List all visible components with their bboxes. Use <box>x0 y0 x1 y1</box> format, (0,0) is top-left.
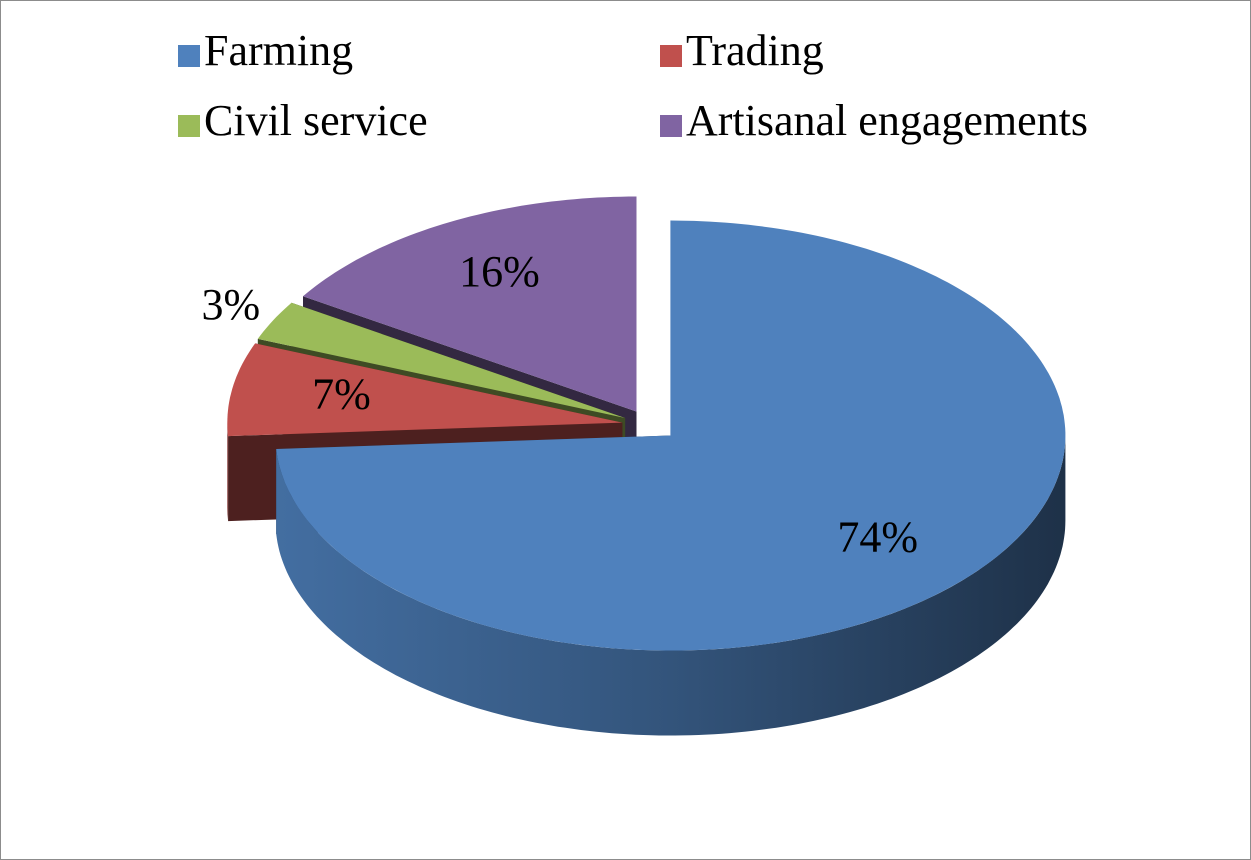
data-label: 74% <box>837 513 918 562</box>
legend-swatch <box>660 45 682 67</box>
slice-side <box>276 435 1066 736</box>
slice <box>303 196 637 412</box>
legend-label: Civil service <box>204 96 428 145</box>
slice <box>276 220 1066 736</box>
slice <box>257 302 626 418</box>
slice <box>276 220 1066 651</box>
data-label: 7% <box>312 369 371 418</box>
slice <box>227 343 623 437</box>
data-label: 16% <box>459 247 540 296</box>
legend-swatch <box>178 45 200 67</box>
legend-label: Farming <box>204 26 353 75</box>
legend-label: Artisanal engagements <box>686 96 1088 145</box>
slice-side <box>227 422 229 522</box>
legend-label: Trading <box>686 26 824 75</box>
legend-swatch <box>178 115 200 137</box>
legend-swatch <box>660 115 682 137</box>
data-label: 3% <box>202 280 261 329</box>
